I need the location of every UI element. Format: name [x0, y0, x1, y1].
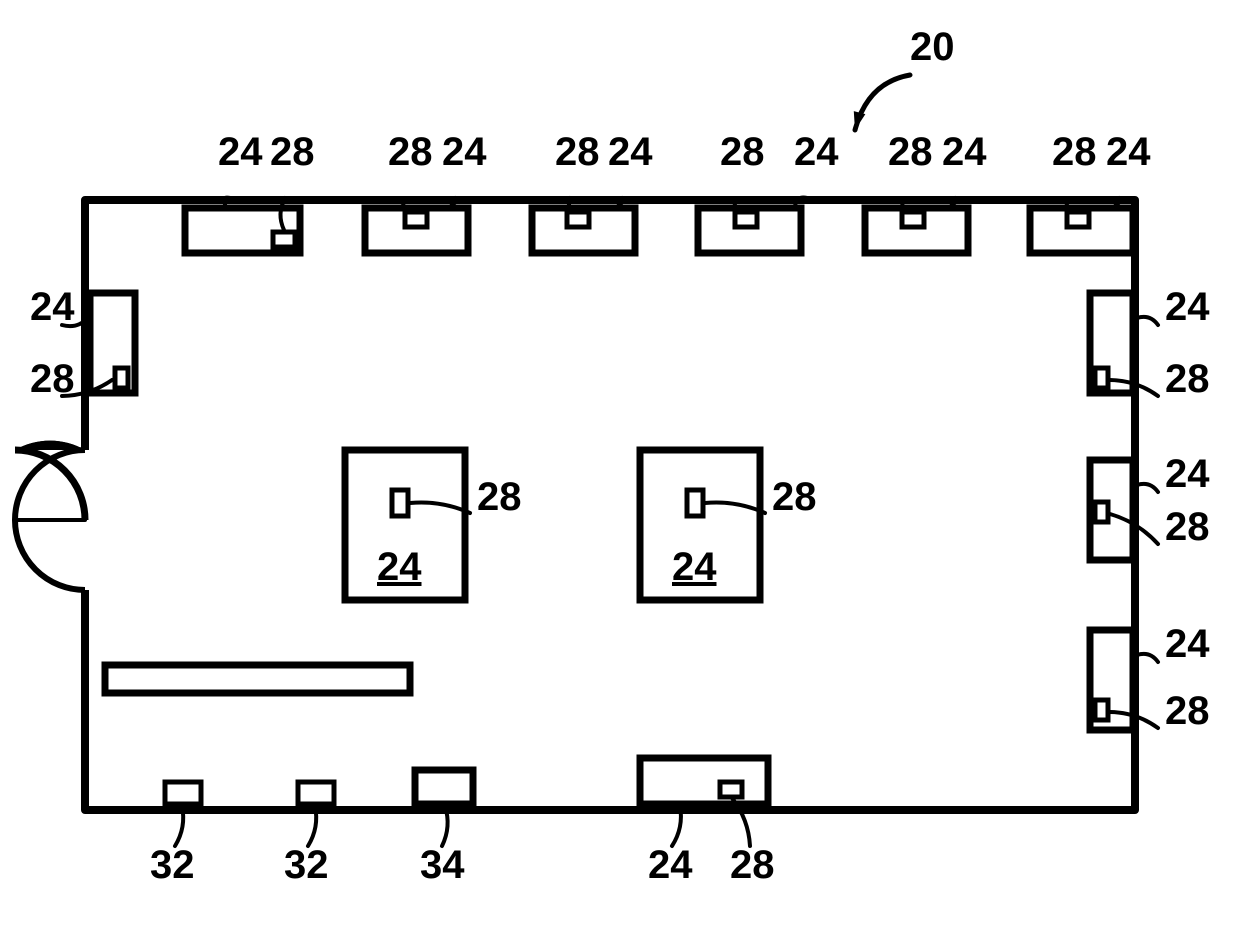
sensor — [405, 212, 427, 227]
register — [415, 770, 473, 804]
label-24: 24 — [1106, 130, 1151, 174]
label-20: 20 — [910, 25, 955, 69]
sensor — [567, 212, 589, 227]
label-28: 28 — [888, 130, 933, 174]
label-28: 28 — [555, 130, 600, 174]
sensor — [392, 490, 408, 516]
label-32: 32 — [150, 843, 195, 887]
sensor — [115, 368, 128, 388]
label-24: 24 — [1165, 622, 1210, 666]
label-28: 28 — [270, 130, 315, 174]
sensor — [1095, 700, 1108, 720]
label-28: 28 — [720, 130, 765, 174]
ref20-arrowhead — [854, 111, 866, 130]
display-unit — [698, 208, 801, 253]
label-34: 34 — [420, 843, 465, 887]
counter — [105, 665, 410, 693]
label-24: 24 — [1165, 452, 1210, 496]
label-24: 24 — [1165, 285, 1210, 329]
label-24: 24 — [672, 545, 717, 589]
sensor — [1095, 502, 1108, 522]
label-28: 28 — [772, 475, 817, 519]
room-outline — [85, 200, 1135, 810]
label-28: 28 — [1165, 357, 1210, 401]
sensor — [1095, 368, 1108, 388]
sensor — [735, 212, 757, 227]
sensor — [902, 212, 924, 227]
label-28: 28 — [1165, 505, 1210, 549]
door-arc-2 — [15, 520, 85, 590]
display-unit — [365, 208, 468, 253]
label-24: 24 — [794, 130, 839, 174]
label-24: 24 — [442, 130, 487, 174]
display-unit — [532, 208, 635, 253]
sensor — [273, 232, 295, 247]
label-24: 24 — [648, 843, 693, 887]
display-unit — [1030, 208, 1133, 253]
label-32: 32 — [284, 843, 329, 887]
ref20-leader — [855, 75, 910, 130]
sensor — [1067, 212, 1089, 227]
display-unit — [865, 208, 968, 253]
label-24: 24 — [30, 285, 75, 329]
sensor — [720, 782, 742, 797]
label-28: 28 — [730, 843, 775, 887]
register — [298, 782, 334, 804]
register — [165, 782, 201, 804]
label-28: 28 — [477, 475, 522, 519]
label-28: 28 — [388, 130, 433, 174]
label-28: 28 — [1052, 130, 1097, 174]
label-28: 28 — [1165, 689, 1210, 733]
label-24: 24 — [377, 545, 422, 589]
sensor — [687, 490, 703, 516]
label-24: 24 — [942, 130, 987, 174]
diagram-svg: 2428242824282428242824282428242824282428… — [0, 0, 1239, 925]
label-24: 24 — [608, 130, 653, 174]
display-unit — [640, 758, 768, 804]
label-24: 24 — [218, 130, 263, 174]
